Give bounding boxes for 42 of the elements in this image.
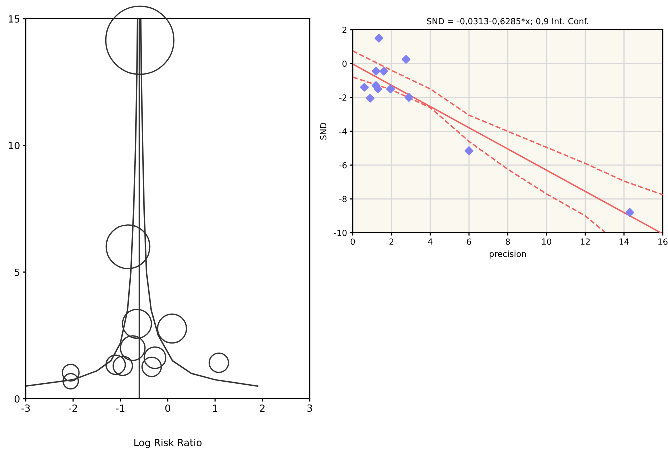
x-tick-label: -3 (22, 404, 30, 412)
point (374, 34, 384, 43)
x-tick-label: 8 (506, 238, 510, 246)
x-tick-label: -2 (68, 404, 78, 412)
point (626, 208, 634, 218)
line-series (353, 50, 663, 196)
x-tick-label: 4 (428, 238, 433, 245)
x-tick-label: 0 (350, 238, 356, 246)
point (380, 67, 388, 76)
y-tick-label: 0 (14, 395, 20, 403)
x-tick-label: 6 (467, 238, 472, 246)
x-axis-title: Log Risk Ratio (134, 438, 202, 448)
point (372, 67, 381, 76)
x-tick-label: 16 (658, 238, 668, 246)
y-tick-label: 0 (342, 60, 347, 68)
point (366, 94, 375, 103)
y-tick-label: 15 (9, 16, 20, 23)
chart-title: SND = -0,0313-0,6285*x; 0,9 Int. Conf. (427, 18, 588, 26)
x-tick-label: 2 (260, 404, 265, 412)
y-tick-label: -6 (340, 162, 347, 169)
point (404, 93, 414, 102)
x-tick-label: 10 (542, 238, 552, 246)
y-tick-label: 5 (15, 268, 20, 276)
x-tick-label: 3 (308, 404, 312, 412)
x-tick-label: 0 (166, 404, 170, 412)
x-tick-label: -1 (116, 404, 125, 412)
y-tick-label: -4 (340, 128, 347, 135)
y-tick-label: -10 (334, 230, 347, 236)
x-tick-label: 1 (213, 404, 218, 412)
y-tick-label: -2 (340, 94, 347, 101)
y-tick-label: 10 (9, 142, 20, 150)
point (402, 55, 411, 64)
y-axis-title: SND (320, 123, 327, 140)
x-tick-label: 12 (581, 238, 590, 245)
point (360, 83, 369, 92)
x-axis-title: precision (490, 250, 526, 259)
y-tick-label: 2 (342, 26, 347, 34)
x-tick-label: 14 (620, 238, 630, 245)
y-tick-label: -8 (340, 196, 347, 202)
point (386, 84, 396, 94)
x-tick-label: 2 (390, 238, 394, 245)
point (464, 146, 474, 156)
